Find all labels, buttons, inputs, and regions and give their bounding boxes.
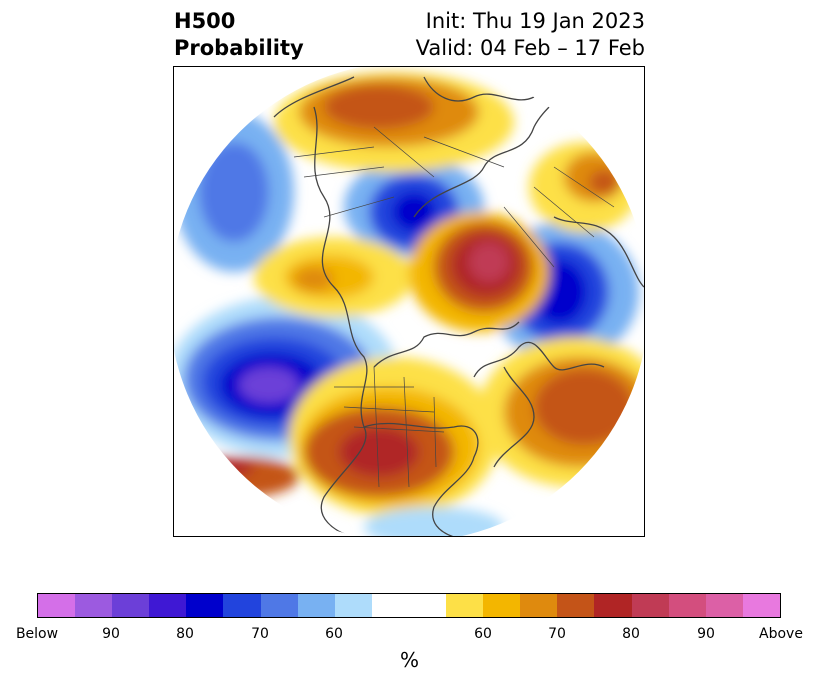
colorbar-segment	[557, 594, 595, 617]
colorbar-tick-labels: Below 90 80 70 60 60 70 80 90 Above	[0, 626, 819, 648]
colorbar-segment	[149, 594, 187, 617]
colorbar-tick-label: 60	[325, 626, 343, 642]
colorbar-tick-label: 70	[251, 626, 269, 642]
colorbar-tick-label: 90	[697, 626, 715, 642]
colorbar-segment	[75, 594, 113, 617]
colorbar-segment	[668, 594, 706, 617]
colorbar-tick-label: Above	[759, 626, 803, 642]
colorbar-segment	[223, 594, 261, 617]
colorbar-tick-label: 90	[102, 626, 120, 642]
colorbar-tick-label: 60	[474, 626, 492, 642]
colorbar-segment	[594, 594, 632, 617]
colorbar-segment	[483, 594, 521, 617]
colorbar-segment	[705, 594, 743, 617]
chart-dates: Init: Thu 19 Jan 2023 Valid: 04 Feb – 17…	[416, 8, 645, 62]
colorbar-segment	[112, 594, 150, 617]
colorbar-segment	[742, 594, 780, 617]
title-variable: H500	[174, 9, 236, 33]
colorbar-tick-label: 80	[622, 626, 640, 642]
borders	[293, 126, 615, 488]
valid-range: Valid: 04 Feb – 17 Feb	[415, 36, 645, 60]
colorbar-tick-label: Below	[15, 626, 59, 642]
colorbar-segment	[446, 594, 484, 617]
title-quantity: Probability	[174, 36, 304, 60]
colorbar-segment	[38, 594, 76, 617]
map-panel	[173, 66, 645, 537]
colorbar-segment	[297, 594, 335, 617]
colorbar-segment	[631, 594, 669, 617]
init-date: Init: Thu 19 Jan 2023	[425, 9, 645, 33]
colorbar	[37, 593, 781, 618]
probability-map	[174, 67, 644, 536]
anomaly-shading	[174, 67, 644, 536]
colorbar-segment	[260, 594, 298, 617]
colorbar-tick-label: 80	[176, 626, 194, 642]
colorbar-segment	[371, 594, 447, 617]
colorbar-segment	[186, 594, 224, 617]
colorbar-segment	[334, 594, 372, 617]
colorbar-segment	[520, 594, 558, 617]
colorbar-unit: %	[399, 648, 419, 672]
chart-title: H500 Probability	[174, 8, 304, 62]
colorbar-tick-label: 70	[548, 626, 566, 642]
